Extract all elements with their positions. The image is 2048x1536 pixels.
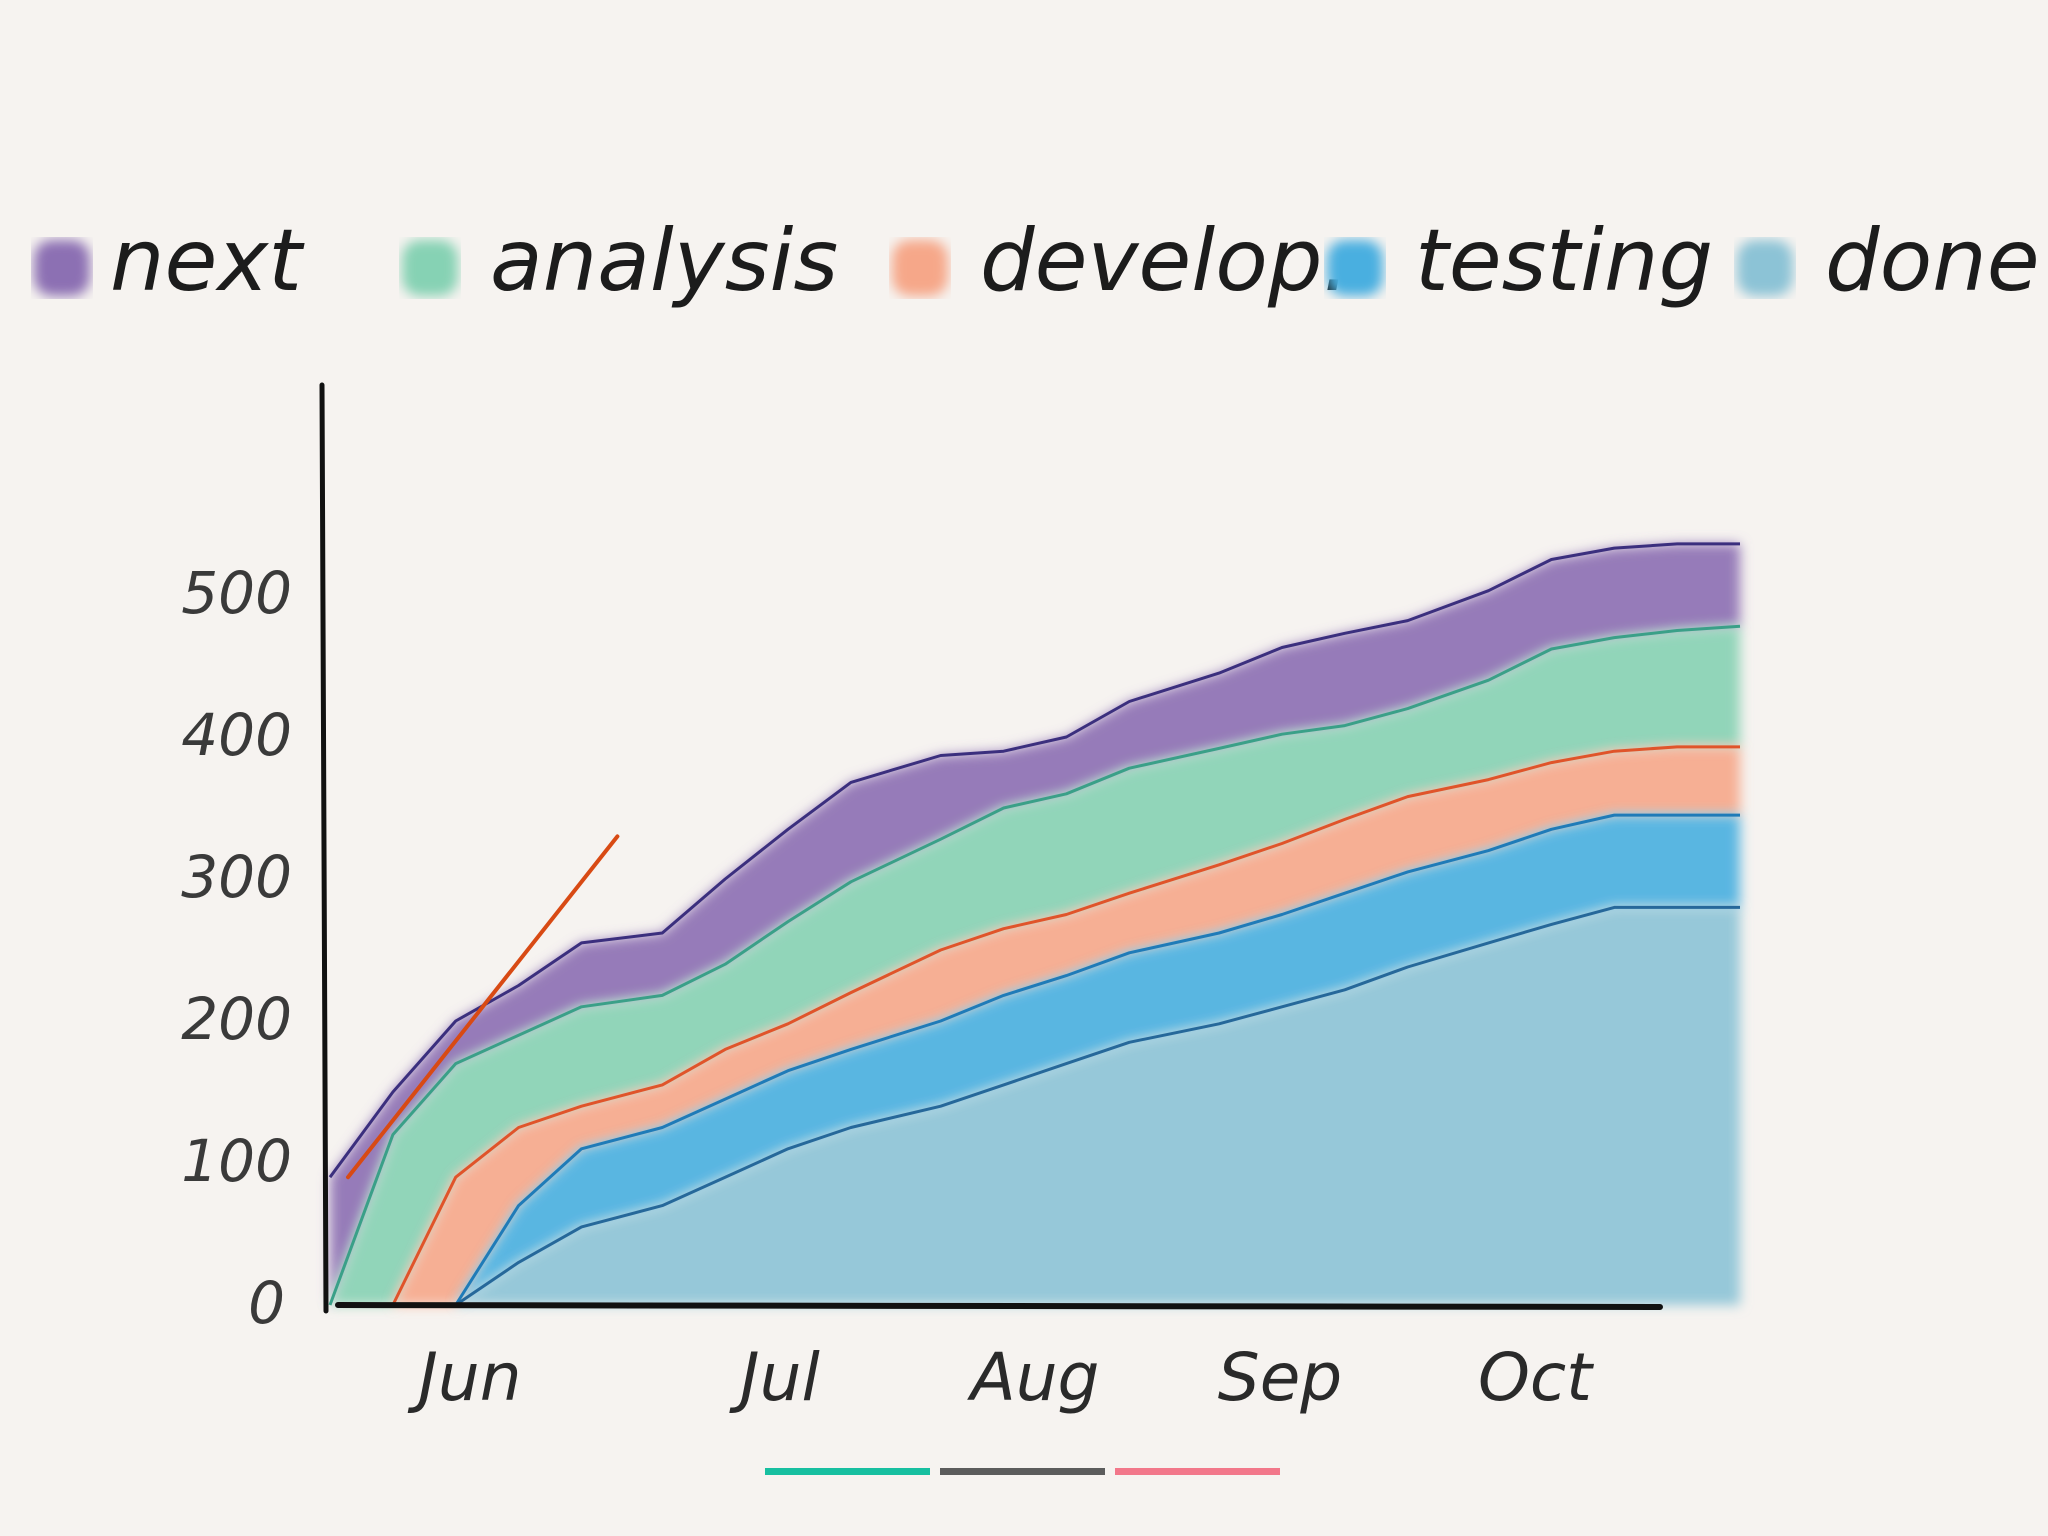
y-tick-label: 400 [181, 701, 292, 769]
legend-swatch [34, 240, 90, 296]
y-tick-label: 0 [248, 1269, 285, 1337]
legend-item-testing: testing [1327, 211, 1713, 311]
y-tick-label: 200 [181, 985, 292, 1053]
y-tick-label: 500 [181, 559, 292, 627]
legend-swatch [892, 240, 948, 296]
legend-item-develop: develop. [892, 211, 1350, 311]
y-axis [319, 382, 329, 1314]
x-tick-label: Sep [1218, 1339, 1342, 1416]
x-tick-label: Oct [1478, 1339, 1594, 1416]
line-done [454, 905, 1740, 1307]
x-axis [335, 1302, 1663, 1310]
legend-swatch [402, 240, 458, 296]
y-tick-label: 100 [181, 1127, 292, 1195]
legend: next analysis develop. testing done [34, 211, 2040, 311]
x-tick-label: Aug [967, 1339, 1100, 1416]
legend-label: develop. [980, 211, 1350, 311]
legend-label: done [1825, 211, 2040, 311]
area-done [330, 907, 1740, 1305]
areas [330, 543, 1740, 1305]
legend-swatch [1737, 240, 1793, 296]
line-analysis [328, 624, 1741, 1306]
legend-item-analysis: analysis [402, 211, 838, 311]
trend-line [346, 834, 620, 1180]
legend-item-next: next [34, 211, 305, 311]
legend-item-done: done [1737, 211, 2040, 311]
x-tick-label: Jul [729, 1339, 820, 1416]
area-analysis [330, 626, 1740, 1305]
legend-label: analysis [490, 211, 838, 311]
underline-bar-3 [1115, 1468, 1280, 1475]
line-next [328, 542, 1740, 1179]
area-develop [330, 746, 1740, 1305]
underline-bar-1 [765, 1468, 930, 1475]
x-tick-label: Jun [407, 1339, 521, 1416]
y-tick-label: 300 [181, 843, 292, 911]
legend-swatch [1327, 240, 1383, 296]
legend-label: testing [1415, 211, 1713, 311]
area-next [330, 543, 1740, 1305]
underline-bar-2 [940, 1468, 1105, 1475]
line-testing [454, 813, 1740, 1306]
line-develop [391, 745, 1740, 1306]
legend-label: next [110, 211, 305, 311]
series-lines [328, 542, 1741, 1307]
area-testing [330, 815, 1740, 1305]
